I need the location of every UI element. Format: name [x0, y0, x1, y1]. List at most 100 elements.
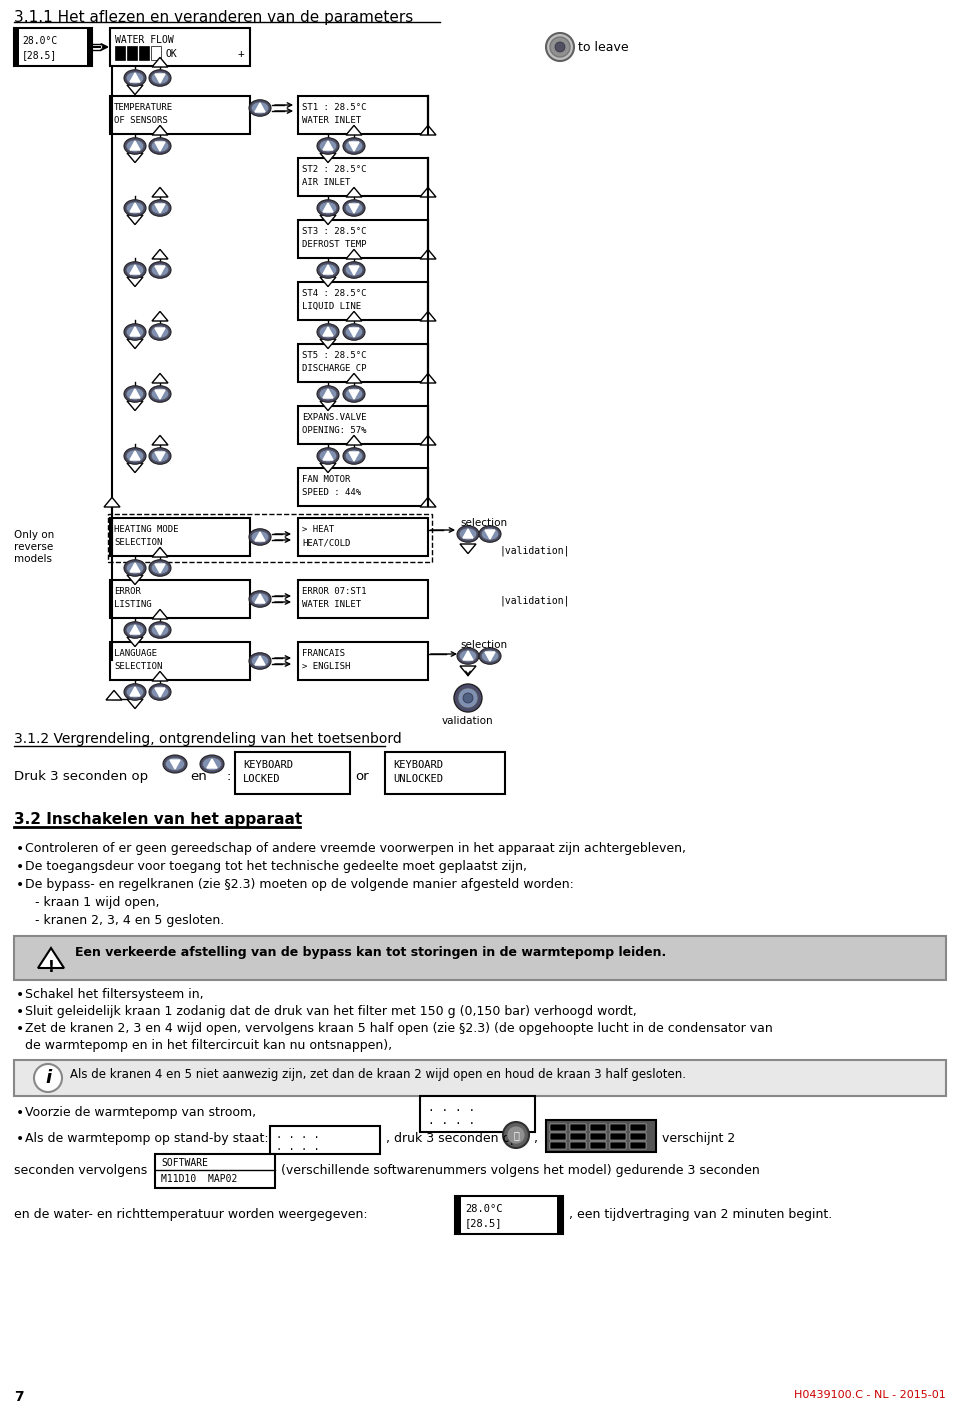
Bar	[630, 1133, 646, 1140]
Ellipse shape	[319, 264, 337, 277]
Text: verschijnt 2: verschijnt 2	[662, 1132, 735, 1146]
Ellipse shape	[319, 140, 337, 152]
Polygon shape	[349, 452, 359, 461]
Ellipse shape	[149, 622, 171, 639]
Text: . . . .: . . . .	[428, 1104, 475, 1113]
Text: ST2 : 28.5°C: ST2 : 28.5°C	[302, 166, 367, 174]
Ellipse shape	[319, 326, 337, 338]
Polygon shape	[155, 265, 165, 275]
Polygon shape	[106, 691, 122, 701]
Bar	[610, 1125, 626, 1132]
Text: AIR INLET: AIR INLET	[302, 178, 350, 187]
Ellipse shape	[151, 202, 169, 213]
Polygon shape	[130, 204, 140, 212]
Bar	[570, 1133, 586, 1140]
Polygon shape	[323, 327, 333, 336]
Text: validation: validation	[443, 716, 493, 726]
Polygon shape	[346, 435, 362, 445]
Text: Only on: Only on	[14, 529, 55, 541]
Polygon shape	[460, 665, 476, 675]
Text: KEYBOARD: KEYBOARD	[243, 760, 293, 769]
Ellipse shape	[249, 653, 271, 670]
Text: [28.5]: [28.5]	[465, 1219, 502, 1228]
Ellipse shape	[149, 324, 171, 340]
Ellipse shape	[149, 138, 171, 154]
Text: •: •	[16, 988, 24, 1002]
Text: Als de kranen 4 en 5 niet aanwezig zijn, zet dan de kraan 2 wijd open en houd de: Als de kranen 4 en 5 niet aanwezig zijn,…	[70, 1068, 686, 1081]
Ellipse shape	[317, 324, 339, 340]
Bar	[298, 282, 428, 320]
Text: LISTING: LISTING	[114, 600, 152, 609]
Bar	[14, 28, 92, 66]
Ellipse shape	[459, 528, 477, 541]
Bar	[455, 1196, 563, 1234]
Circle shape	[550, 37, 570, 58]
Polygon shape	[420, 435, 436, 445]
Polygon shape	[38, 948, 64, 967]
Text: to leave: to leave	[578, 41, 629, 53]
Text: OPENING: 57%: OPENING: 57%	[302, 425, 367, 435]
Bar	[546, 1120, 656, 1153]
Text: HEAT/COLD: HEAT/COLD	[302, 538, 350, 548]
Ellipse shape	[481, 528, 499, 541]
Polygon shape	[155, 390, 165, 399]
Polygon shape	[320, 463, 336, 473]
Text: . . . .: . . . .	[276, 1141, 320, 1153]
Ellipse shape	[126, 449, 144, 462]
Text: 3.1.2 Vergrendeling, ontgrendeling van het toetsenbord: 3.1.2 Vergrendeling, ontgrendeling van h…	[14, 731, 401, 746]
Ellipse shape	[126, 326, 144, 338]
Bar	[298, 642, 428, 680]
Text: LANGUAGE: LANGUAGE	[114, 649, 157, 658]
Text: Schakel het filtersysteem in,: Schakel het filtersysteem in,	[25, 988, 204, 1001]
Polygon shape	[127, 463, 143, 473]
Ellipse shape	[459, 650, 477, 663]
Polygon shape	[485, 529, 495, 539]
Polygon shape	[463, 651, 473, 660]
Text: +: +	[238, 49, 245, 59]
Text: . . . .: . . . .	[428, 1116, 475, 1126]
Ellipse shape	[343, 324, 365, 340]
Polygon shape	[349, 204, 359, 213]
Ellipse shape	[319, 202, 337, 213]
Ellipse shape	[317, 448, 339, 465]
Text: LOCKED: LOCKED	[243, 774, 280, 783]
Polygon shape	[155, 688, 165, 696]
Text: WATER FLOW: WATER FLOW	[115, 35, 174, 45]
Text: - kraan 1 wijd open,: - kraan 1 wijd open,	[35, 896, 159, 908]
Ellipse shape	[457, 525, 479, 542]
Text: -: -	[113, 49, 120, 59]
Ellipse shape	[319, 388, 337, 400]
Circle shape	[503, 1122, 529, 1148]
Text: SELECTION: SELECTION	[114, 663, 162, 671]
Text: SPEED : 44%: SPEED : 44%	[302, 489, 361, 497]
Ellipse shape	[343, 138, 365, 154]
Polygon shape	[255, 656, 265, 665]
Bar	[298, 406, 428, 444]
Bar	[385, 753, 505, 795]
Text: SOFTWARE: SOFTWARE	[161, 1158, 208, 1168]
Ellipse shape	[124, 138, 146, 154]
Ellipse shape	[149, 261, 171, 278]
Ellipse shape	[149, 684, 171, 701]
Ellipse shape	[151, 687, 169, 698]
Polygon shape	[152, 312, 168, 322]
Text: EXPANS.VALVE: EXPANS.VALVE	[302, 413, 367, 423]
Ellipse shape	[346, 202, 363, 213]
Polygon shape	[420, 125, 436, 135]
Ellipse shape	[163, 755, 187, 774]
Polygon shape	[127, 637, 143, 647]
Polygon shape	[349, 265, 359, 275]
Text: seconden vervolgens: seconden vervolgens	[14, 1164, 147, 1177]
Bar	[14, 28, 19, 66]
Text: i: i	[45, 1068, 51, 1087]
Text: , een tijdvertraging van 2 minuten begint.: , een tijdvertraging van 2 minuten begin…	[569, 1207, 832, 1221]
Bar	[298, 344, 428, 382]
Text: •: •	[16, 1106, 24, 1120]
Ellipse shape	[151, 140, 169, 152]
Ellipse shape	[346, 264, 363, 277]
Ellipse shape	[151, 326, 169, 338]
Text: Controleren of er geen gereedschap of andere vreemde voorwerpen in het apparaat : Controleren of er geen gereedschap of an…	[25, 842, 686, 855]
Text: ST5 : 28.5°C: ST5 : 28.5°C	[302, 351, 367, 359]
Bar	[570, 1141, 586, 1148]
Ellipse shape	[252, 531, 269, 543]
